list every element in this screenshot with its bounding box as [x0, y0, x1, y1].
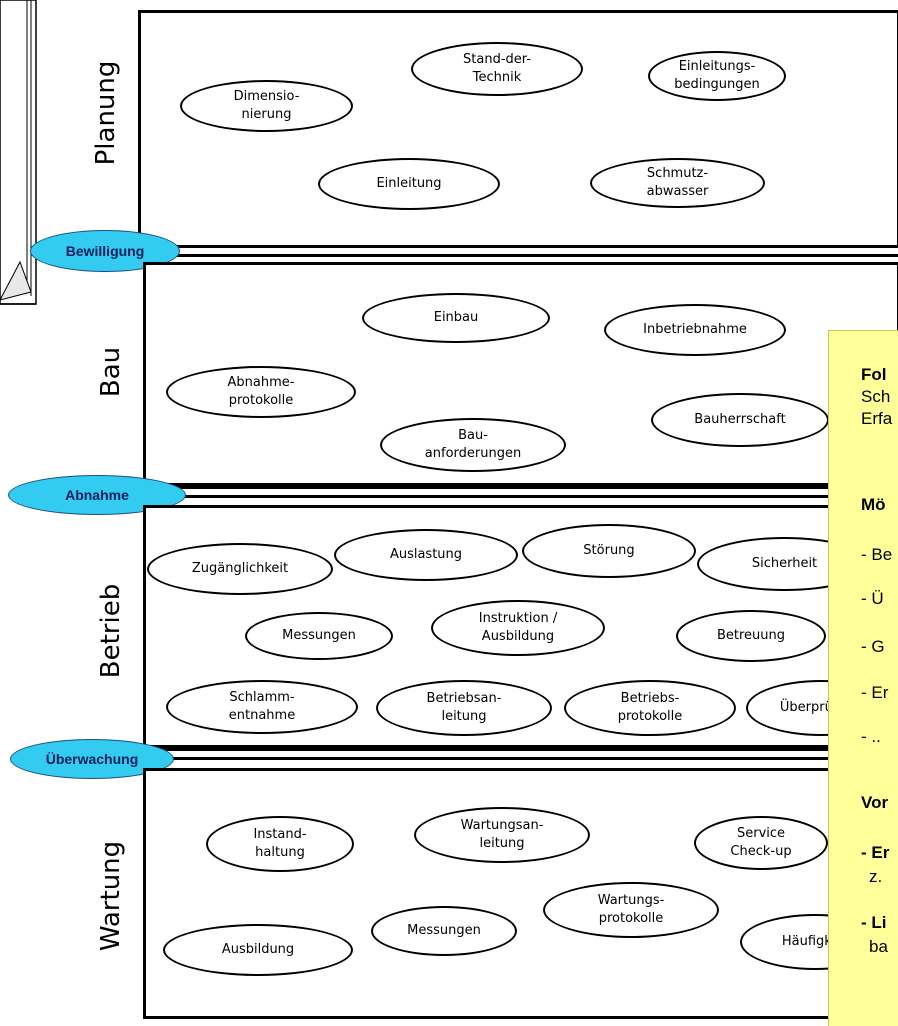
note-box: Fol Sch Erfa Mö - Be - Ü - G - Er - .. V… [828, 330, 898, 1026]
node-einleitungsbedingungen: Einleitungs- bedingungen [648, 51, 786, 101]
note-line: Fol [861, 365, 887, 384]
note-line: Sch [861, 387, 891, 406]
document-fragment-icon [0, 0, 37, 305]
node-stoerung: Störung [522, 524, 696, 578]
node-betreuung: Betreuung [676, 610, 826, 662]
connector-bewilligung [138, 245, 898, 257]
node-ausbildung: Ausbildung [163, 924, 353, 976]
node-inbetriebnahme: Inbetriebnahme [604, 304, 786, 356]
connector-ueberwachung [143, 748, 898, 760]
note-line: - Er [861, 843, 890, 862]
node-einleitung: Einleitung [318, 158, 500, 210]
node-dimensionierung: Dimensio- nierung [180, 80, 353, 132]
node-einbau: Einbau [362, 293, 550, 343]
phase-label-wartung: Wartung [96, 840, 126, 952]
node-stand-der-technik: Stand-der- Technik [411, 42, 583, 96]
node-bauanforderungen: Bau- anforderungen [380, 418, 566, 472]
node-bauherrschaft: Bauherrschaft [651, 393, 829, 447]
phase-label-planung: Planung [91, 60, 121, 166]
phase-label-bau: Bau [96, 346, 126, 398]
node-schmutzabwasser: Schmutz- abwasser [590, 158, 765, 208]
node-instruktion-ausbildung: Instruktion / Ausbildung [431, 600, 605, 656]
node-abnahmeprotokolle: Abnahme- protokolle [166, 366, 356, 418]
note-line: Vor [861, 793, 889, 812]
note-line: - Er [861, 683, 889, 702]
node-auslastung: Auslastung [334, 529, 518, 581]
note-line: - Ü [861, 589, 884, 608]
node-wartungsanleitung: Wartungsan- leitung [414, 807, 590, 863]
node-betriebsanleitung: Betriebsan- leitung [376, 680, 552, 736]
note-line: ba [869, 937, 888, 956]
note-line: Erfa [861, 409, 893, 428]
note-line: Mö [861, 495, 886, 514]
node-zugaenglichkeit: Zugänglichkeit [147, 543, 333, 595]
document-fragment [0, 0, 40, 310]
note-line: - .. [861, 727, 881, 746]
note-line: - Be [861, 545, 893, 564]
node-service-check-up: Service Check-up [694, 816, 828, 870]
node-betriebsprotokolle: Betriebs- protokolle [564, 680, 736, 736]
phase-label-betrieb: Betrieb [96, 583, 126, 679]
node-messungen-wartung: Messungen [371, 906, 517, 956]
phase-panel-wartung [143, 768, 898, 1019]
node-instandhaltung: Instand- haltung [206, 816, 354, 872]
node-schlammentnahme: Schlamm- entnahme [166, 680, 358, 734]
node-wartungsprotokolle: Wartungs- protokolle [543, 882, 719, 938]
milestone-ueberwachung: Überwachung [10, 739, 174, 779]
note-line: - Li [861, 913, 887, 932]
note-line: z. [869, 867, 883, 886]
connector-abnahme [143, 486, 898, 498]
note-line: - G [861, 637, 885, 656]
node-messungen: Messungen [245, 612, 393, 660]
